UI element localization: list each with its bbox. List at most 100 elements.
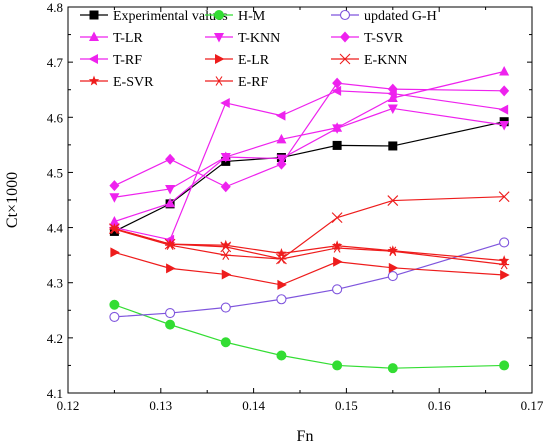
experimental-values-point <box>332 140 342 150</box>
y-tick-label: 4.7 <box>47 55 64 70</box>
legend-label: E-RF <box>238 75 269 90</box>
e-rf-point <box>499 259 510 270</box>
x-tick-label: 0.16 <box>428 398 451 413</box>
legend: Experimental values H-M updated G-H T-LR T-K… <box>80 9 437 90</box>
t-lr-point <box>109 216 120 226</box>
y-tick-label: 4.6 <box>47 110 64 125</box>
updated-g-h-point <box>220 302 231 313</box>
legend-item-t-lr: T-LR <box>80 31 143 46</box>
updated-g-h-point <box>276 294 287 305</box>
e-rf-point <box>387 246 398 257</box>
series-t-rf <box>108 85 509 245</box>
series-t-knn <box>109 104 510 203</box>
e-svr-point <box>109 223 120 234</box>
series-experimental-values <box>109 117 509 236</box>
legend-marker <box>214 10 224 20</box>
legend-item-updated-g-h: updated G-H <box>331 9 437 24</box>
legend-label: T-LR <box>113 31 143 46</box>
t-knn-point <box>220 152 231 163</box>
t-svr-point <box>499 85 510 97</box>
x-axis-label: Fn <box>297 428 314 445</box>
t-knn-point <box>499 121 510 131</box>
legend-item-experimental-values: Experimental values <box>80 9 228 24</box>
e-svr-point <box>220 239 231 250</box>
series-e-rf <box>109 224 510 270</box>
x-tick-label: 0.15 <box>335 398 358 413</box>
t-lr-point <box>387 92 398 102</box>
y-tick-label: 4.5 <box>47 165 63 180</box>
h-m-point <box>220 337 231 348</box>
y-tick-label: 4.4 <box>47 221 64 236</box>
series-t-svr <box>109 77 510 193</box>
t-rf-point <box>331 85 342 96</box>
y-axis: 4.1 4.2 4.3 4.4 4.5 4.6 4.7 4.8 <box>47 0 532 401</box>
legend-marker <box>89 31 99 41</box>
e-rf-point <box>220 250 231 260</box>
legend-item-e-rf: E-RF <box>205 75 269 90</box>
e-rf-point <box>109 224 120 235</box>
t-knn-point <box>109 193 120 203</box>
legend-item-e-knn: E-KNN <box>331 53 408 68</box>
legend-marker <box>89 10 99 20</box>
legend-item-t-rf: T-RF <box>80 53 142 68</box>
y-tick-label: 4.8 <box>47 0 63 15</box>
t-knn-point <box>165 184 176 195</box>
t-rf-point <box>220 97 230 108</box>
e-svr-point <box>498 255 510 266</box>
t-knn-point <box>387 104 398 114</box>
legend-item-h-m: H-M <box>205 9 266 24</box>
h-m-point <box>165 319 176 330</box>
t-knn-point <box>332 124 343 134</box>
e-lr-point <box>333 256 343 267</box>
t-svr-point <box>276 158 287 170</box>
legend-label: H-M <box>238 9 266 24</box>
e-lr-point <box>110 247 120 258</box>
t-rf-point <box>387 88 397 99</box>
x-tick-label: 0.13 <box>149 398 172 413</box>
legend-marker <box>339 9 351 21</box>
e-svr-point <box>387 245 399 256</box>
e-svr-point <box>331 240 343 251</box>
legend-marker <box>340 31 350 43</box>
h-m-point <box>276 350 287 361</box>
e-rf-point <box>165 240 176 251</box>
legend-marker <box>214 76 224 86</box>
t-rf-line <box>114 90 505 241</box>
updated-g-h-point <box>387 271 398 282</box>
legend-label: updated G-H <box>364 9 437 24</box>
e-rf-point <box>276 254 287 264</box>
t-svr-point <box>109 180 120 192</box>
updated-g-h-point <box>109 311 120 322</box>
experimental-values-point <box>388 141 398 151</box>
e-lr-point <box>500 269 510 280</box>
e-lr-point <box>388 262 399 273</box>
legend-item-e-svr: E-SVR <box>80 75 154 90</box>
axes: 0.12 0.13 0.14 0.15 0.16 0.174.14.24.34.44.54… <box>47 0 544 413</box>
legend-label: Experimental values <box>113 9 228 24</box>
e-knn-point <box>498 191 510 203</box>
t-svr-point <box>220 181 231 193</box>
updated-g-h-point <box>332 284 343 295</box>
t-rf-point <box>275 110 286 121</box>
legend-item-t-knn: T-KNN <box>205 31 280 46</box>
legend-marker <box>215 54 225 64</box>
t-svr-point <box>165 153 176 165</box>
x-axis: 0.12 0.13 0.14 0.15 0.16 0.17 <box>57 7 544 413</box>
h-m-point <box>499 360 510 371</box>
series-updated-g-h <box>109 237 510 322</box>
t-rf-point <box>498 104 509 115</box>
y-tick-label: 4.2 <box>47 331 63 346</box>
e-knn-point <box>331 212 343 224</box>
series-h-m <box>109 299 510 374</box>
legend-label: T-SVR <box>364 31 404 46</box>
y-tick-label: 4.3 <box>47 276 63 291</box>
legend-label: E-LR <box>238 53 270 68</box>
t-svr-point <box>332 77 343 89</box>
x-tick-label: 0.17 <box>521 398 544 413</box>
e-rf-point <box>332 243 343 253</box>
legend-label: T-RF <box>113 53 142 68</box>
series-e-lr <box>110 247 510 290</box>
h-m-point <box>332 360 343 371</box>
series-layer <box>108 66 510 374</box>
